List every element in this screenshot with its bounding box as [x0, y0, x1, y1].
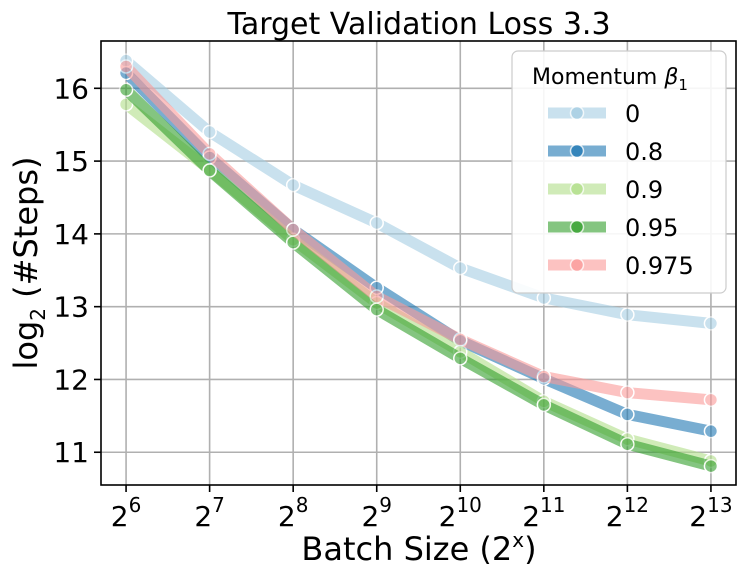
legend-marker [569, 219, 585, 235]
data-point [703, 392, 719, 408]
x-tick-label: 211 [522, 493, 565, 533]
data-point [118, 82, 134, 98]
data-point [453, 351, 468, 366]
data-point [202, 124, 217, 140]
y-axis-label-sub: 2 [26, 308, 50, 321]
series-line [120, 55, 717, 329]
y-tick-label: 14 [53, 218, 89, 251]
data-point [369, 289, 384, 304]
series-0 [118, 53, 719, 331]
legend-title: Momentum β1 [532, 65, 688, 94]
y-tick-label: 13 [53, 291, 89, 324]
data-point [118, 97, 134, 112]
data-point [536, 369, 552, 384]
x-tick-base: 2 [522, 500, 540, 533]
data-point [703, 458, 719, 474]
y-tick-label: 11 [53, 436, 89, 469]
y-tick-label: 16 [53, 72, 89, 105]
y-axis-label: log2 (#Steps) [7, 157, 50, 370]
legend-label: 0.8 [625, 138, 663, 166]
data-point [703, 316, 719, 331]
x-tick-label: 26 [111, 493, 142, 533]
legend-title-sub: 1 [678, 76, 688, 94]
y-axis-label-main: log [7, 321, 45, 370]
x-tick-base: 2 [439, 500, 457, 533]
legend-title-main: Momentum [532, 65, 664, 90]
series-0.95 [118, 82, 719, 474]
x-tick-base: 2 [278, 500, 296, 533]
data-point [285, 222, 301, 237]
legend-label: 0.975 [625, 252, 694, 280]
x-tick-exponent: 8 [296, 493, 309, 517]
x-tick-label: 212 [606, 493, 649, 533]
x-tick-label: 29 [361, 493, 392, 533]
series-group [118, 53, 719, 474]
y-tick-label: 15 [53, 145, 89, 178]
x-tick-base: 2 [361, 500, 379, 533]
legend-marker [569, 143, 585, 159]
data-point [118, 59, 134, 74]
series-line [120, 61, 717, 406]
plot-frame [100, 40, 737, 486]
data-point [453, 260, 468, 276]
legend-entry: 0.95 [548, 214, 678, 242]
legend-entry: 0.9 [548, 176, 663, 204]
legend: Momentum β1 0 0.8 0.9 0.95 0.975 [511, 50, 727, 294]
legend-entries: 0 0.8 0.9 0.95 0.975 [548, 100, 694, 280]
legend-label: 0.9 [625, 176, 663, 204]
legend-entry: 0.975 [548, 252, 694, 280]
series-line [120, 84, 717, 472]
legend-label: 0 [625, 100, 640, 128]
chart-title: Target Validation Loss 3.3 [226, 7, 610, 42]
x-axis-label-tail: ) [524, 530, 536, 568]
data-point [369, 302, 384, 317]
series-0.975 [118, 59, 719, 408]
x-tick-base: 2 [111, 500, 129, 533]
x-tick-exponent: 9 [379, 493, 392, 517]
data-point [453, 332, 468, 347]
x-tick-exponent: 6 [129, 493, 142, 517]
y-tick-label: 12 [53, 363, 89, 396]
legend-marker [569, 257, 585, 273]
legend-title-symbol: β [663, 65, 678, 90]
x-tick-label: 27 [194, 493, 225, 533]
data-point [202, 163, 217, 178]
data-point [620, 407, 635, 422]
data-point [620, 436, 635, 452]
data-point [202, 146, 217, 162]
x-tick-exponent: 10 [456, 493, 481, 517]
legend-entry: 0 [548, 100, 640, 128]
y-axis-label-tail: (#Steps) [7, 157, 45, 308]
x-tick-label: 210 [439, 493, 482, 533]
x-tick-base: 2 [194, 500, 212, 533]
data-point [369, 215, 384, 231]
x-axis-label: Batch Size (2x) [301, 528, 536, 568]
data-point [285, 177, 301, 193]
legend-marker [569, 181, 585, 197]
x-tick-label: 213 [689, 493, 732, 533]
x-tick-exponent: 12 [624, 493, 649, 517]
x-axis-label-main: Batch Size (2 [301, 530, 512, 568]
x-tick-exponent: 7 [212, 493, 225, 517]
x-tick-base: 2 [606, 500, 624, 533]
data-point [536, 397, 552, 413]
legend-entry: 0.8 [548, 138, 663, 166]
x-tick-exponent: 13 [707, 493, 732, 517]
data-point [620, 307, 635, 322]
x-tick-base: 2 [689, 500, 707, 533]
x-axis-label-sup: x [512, 528, 524, 552]
x-tick-exponent: 11 [540, 493, 565, 517]
data-point [620, 385, 635, 400]
x-tick-label: 28 [278, 493, 309, 533]
legend-label: 0.95 [625, 214, 678, 242]
data-point [703, 423, 719, 439]
legend-marker [569, 105, 585, 121]
